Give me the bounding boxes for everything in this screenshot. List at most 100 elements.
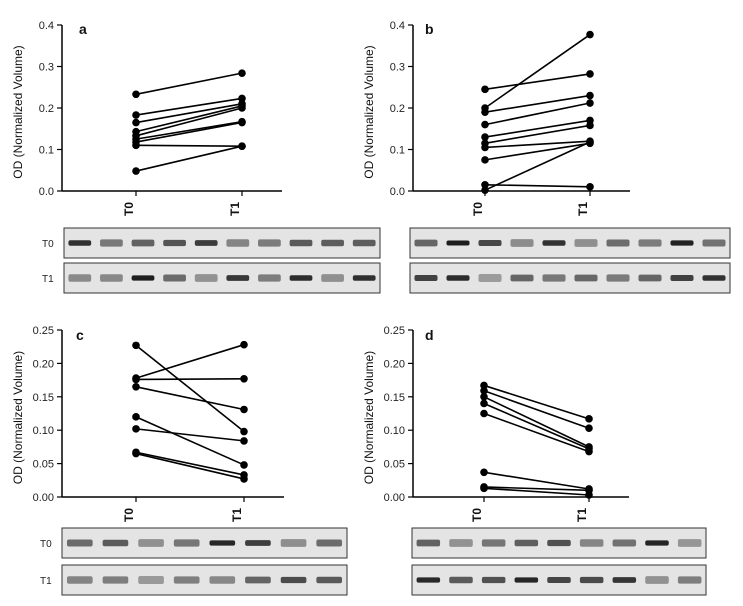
series-line [483, 487, 590, 496]
blot-band [100, 239, 123, 247]
blot-band [449, 539, 473, 547]
series-line [135, 385, 245, 411]
blot-band [173, 539, 200, 547]
blot-band [352, 275, 376, 281]
blot-band [514, 539, 539, 547]
x-tick-label: T1 [228, 202, 242, 216]
data-point [586, 121, 594, 130]
data-point [586, 70, 594, 78]
blot-band [638, 274, 662, 282]
blot-band [514, 577, 539, 583]
y-tick-label: 0.0 [390, 186, 405, 198]
blot-band [316, 539, 343, 547]
blot-band [138, 576, 164, 584]
series-line [484, 102, 591, 126]
data-point [240, 437, 248, 445]
series-line [484, 119, 591, 138]
panel-c: c 0.00 0.05 0.10 0.15 0.20 0.25 T0 T1 OD (Normali… [11, 325, 348, 596]
blot-band [645, 576, 669, 584]
blot-row-label: T0 [40, 539, 52, 550]
blot-band [446, 275, 470, 281]
series-line [484, 142, 591, 161]
data-point [240, 461, 248, 469]
blot-band [66, 576, 93, 584]
data-point [480, 381, 488, 390]
data-point [481, 156, 489, 164]
data-point [585, 447, 593, 456]
y-tick-label: 0.3 [39, 62, 54, 74]
blot-band [352, 239, 376, 247]
blot-band [574, 239, 598, 247]
series-line [135, 105, 243, 133]
blot-band [510, 239, 534, 247]
data-point [132, 449, 140, 458]
series-line [484, 141, 591, 191]
blot-band [131, 275, 155, 281]
series-line [484, 183, 591, 188]
data-point [132, 90, 140, 99]
x-tick-label: T1 [576, 202, 590, 216]
blot-band [289, 239, 313, 247]
x-tick-label: T1 [575, 508, 589, 522]
y-tick-label: 0.15 [33, 392, 54, 404]
y-axis-label: OD (Normalized Volume) [11, 351, 25, 484]
blot-band [163, 274, 186, 282]
series-line [483, 384, 590, 420]
series-line [483, 396, 590, 448]
data-point [481, 108, 489, 116]
panel-b: b 0.0 0.1 0.2 0.3 0.4 T0 T1 OD (Normalized Volum… [362, 20, 731, 294]
data-point [586, 99, 594, 107]
y-axis-label: OD (Normalized Volume) [362, 351, 376, 484]
series-line [484, 73, 591, 91]
data-point [481, 143, 489, 152]
series-line [135, 103, 243, 124]
y-axis-label: OD (Normalized Volume) [11, 45, 25, 178]
data-point [481, 186, 489, 194]
series-line [135, 121, 243, 143]
data-point [481, 120, 489, 129]
blot-band [574, 274, 598, 282]
series-line [483, 390, 590, 429]
data-point [238, 94, 246, 103]
series-line [484, 94, 591, 113]
blot-band [670, 240, 694, 246]
data-point [240, 475, 248, 483]
y-tick-label: 0.4 [39, 20, 54, 32]
panel-label: d [425, 327, 434, 343]
y-tick-label: 0.2 [39, 103, 54, 115]
blot-row-label: T1 [40, 576, 52, 587]
data-point [132, 118, 140, 127]
series-line [135, 145, 243, 172]
blot-band [173, 576, 200, 584]
data-point [132, 382, 140, 391]
data-point [132, 341, 140, 350]
y-tick-label: 0.05 [384, 459, 405, 471]
blot-band [66, 539, 93, 547]
series-line [135, 343, 245, 379]
blot-band [542, 274, 566, 282]
blot-band [702, 275, 726, 281]
y-tick-label: 0.25 [384, 325, 405, 337]
y-tick-label: 0.1 [39, 145, 54, 157]
data-point [585, 424, 593, 432]
x-tick-label: T0 [470, 508, 484, 522]
data-point [132, 425, 140, 433]
blot-band [321, 239, 344, 247]
panel-label: a [79, 21, 87, 37]
blot-band [138, 539, 164, 547]
blot-band [478, 239, 502, 247]
panel-a: a 0.0 0.1 0.2 0.3 0.4 T0 T1 OD (Normalized Volum… [11, 20, 381, 294]
y-tick-label: 0.4 [390, 20, 405, 32]
data-point [586, 30, 594, 39]
blot-band [677, 576, 702, 584]
blot-band [677, 539, 702, 547]
series-line [484, 140, 591, 149]
blot-band [68, 240, 92, 246]
data-point [586, 183, 594, 191]
series-line [484, 124, 591, 145]
series-line [135, 144, 243, 147]
blot-band [547, 539, 571, 547]
series-line [483, 471, 590, 490]
data-point [481, 180, 489, 189]
